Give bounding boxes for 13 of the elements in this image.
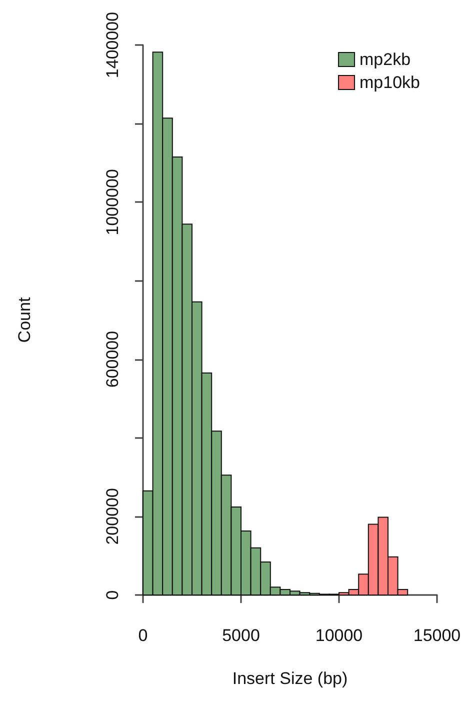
x-tick-label: 0 [138,626,148,645]
legend-label: mp2kb [360,50,411,69]
legend-label: mp10kb [360,73,420,92]
y-tick-label: 600000 [103,330,122,388]
x-tick-label: 10000 [315,626,363,645]
x-tick-label: 15000 [413,626,461,645]
y-tick-label: 1400000 [103,12,122,78]
y-tick-label: 200000 [103,488,122,545]
x-tick-label: 5000 [222,626,260,645]
y-tick-label: 0 [103,590,122,600]
y-tick-label: 1000000 [103,169,122,236]
x-axis-title: Insert Size (bp) [232,669,348,688]
y-axis-title: Count [15,297,34,343]
